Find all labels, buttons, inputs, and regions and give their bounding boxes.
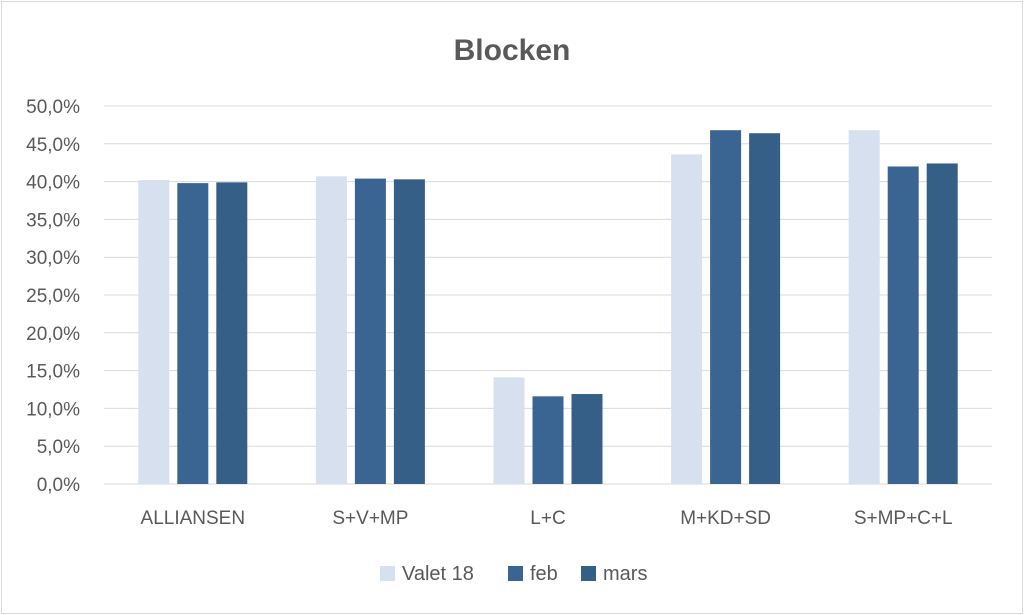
y-tick-label: 20,0% xyxy=(26,324,80,345)
bar-feb-4 xyxy=(887,166,919,485)
x-category-label: M+KD+SD xyxy=(680,508,771,529)
bar-valet-18-1 xyxy=(315,176,347,485)
y-tick-label: 0,0% xyxy=(37,475,80,496)
bar-valet-18-2 xyxy=(493,377,525,484)
bar-mars-3 xyxy=(749,133,781,484)
y-tick-label: 50,0% xyxy=(26,97,80,118)
legend-label: mars xyxy=(603,563,647,585)
y-tick-label: 5,0% xyxy=(37,437,80,458)
legend-label: feb xyxy=(530,563,558,585)
x-axis-categories: ALLIANSEN S+V+MP L+C M+KD+SD S+MP+C+L xyxy=(141,508,953,529)
bar-mars-0 xyxy=(216,182,248,484)
y-axis-ticks: 0,0% 5,0% 10,0% 15,0% 20,0% 25,0% 30,0% 35,0% 40… xyxy=(26,97,80,496)
legend-swatch xyxy=(508,566,523,581)
y-tick-label: 45,0% xyxy=(26,135,80,156)
y-tick-label: 25,0% xyxy=(26,286,80,307)
y-tick-label: 35,0% xyxy=(26,210,80,231)
gridlines xyxy=(104,105,992,485)
bar-feb-1 xyxy=(354,178,386,485)
bar-feb-2 xyxy=(532,396,564,484)
x-category-label: L+C xyxy=(530,508,565,529)
bar-mars-4 xyxy=(926,163,958,484)
legend: Valet 18 feb mars xyxy=(380,563,647,585)
x-category-label: ALLIANSEN xyxy=(141,508,246,529)
bar-mars-2 xyxy=(571,394,603,484)
bar-feb-0 xyxy=(177,183,209,484)
bar-valet-18-0 xyxy=(138,180,170,484)
legend-label: Valet 18 xyxy=(402,563,474,585)
chart-title: Blocken xyxy=(454,34,571,67)
x-category-label: S+MP+C+L xyxy=(854,508,953,529)
y-tick-label: 10,0% xyxy=(26,399,80,420)
legend-swatch xyxy=(581,566,596,581)
bar-valet-18-3 xyxy=(671,154,703,484)
bar-valet-18-4 xyxy=(848,130,880,484)
x-category-label: S+V+MP xyxy=(332,508,408,529)
y-tick-label: 40,0% xyxy=(26,173,80,194)
bar-mars-1 xyxy=(393,179,425,484)
bar-feb-3 xyxy=(710,130,742,484)
y-tick-label: 30,0% xyxy=(26,248,80,269)
y-tick-label: 15,0% xyxy=(26,362,80,383)
legend-swatch xyxy=(380,566,395,581)
bars xyxy=(138,130,958,485)
